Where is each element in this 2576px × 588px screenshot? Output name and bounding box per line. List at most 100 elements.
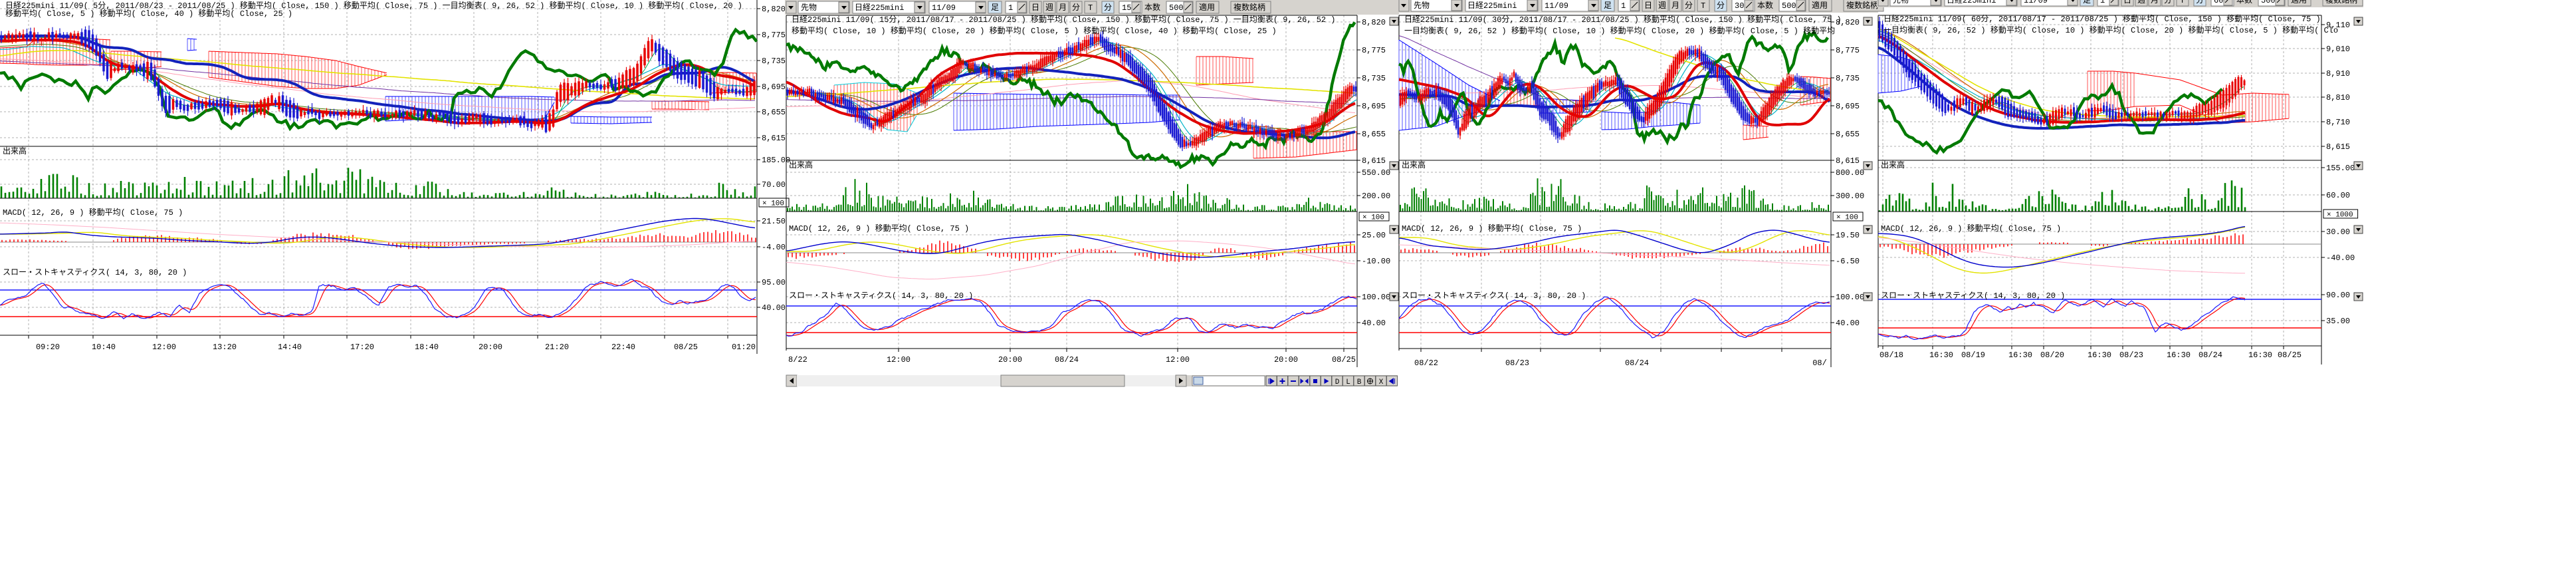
svg-text:8,615: 8,615 bbox=[762, 134, 786, 143]
svg-text:-40.00: -40.00 bbox=[2326, 253, 2355, 263]
svg-text:分: 分 bbox=[1104, 3, 1112, 13]
svg-text:先物: 先物 bbox=[801, 3, 817, 13]
svg-text:08/23: 08/23 bbox=[1505, 359, 1529, 368]
svg-text:日経225mini 11/09( 30分, 2011/08/: 日経225mini 11/09( 30分, 2011/08/17 - 2011/… bbox=[1404, 15, 1842, 25]
svg-text:本数: 本数 bbox=[1757, 0, 1773, 11]
svg-text:分: 分 bbox=[1717, 1, 1725, 11]
svg-text:13:20: 13:20 bbox=[213, 343, 237, 352]
svg-text:移動平均( Close, 5 ) 移動平均( Close: 移動平均( Close, 5 ) 移動平均( Close, 40 ) 移動平均(… bbox=[5, 9, 292, 19]
svg-text:500: 500 bbox=[1169, 3, 1184, 13]
svg-text:1: 1 bbox=[1621, 1, 1626, 11]
svg-text:16:30: 16:30 bbox=[2088, 351, 2111, 360]
svg-text:足: 足 bbox=[2083, 0, 2091, 5]
svg-text:9,010: 9,010 bbox=[2326, 45, 2350, 54]
svg-text:日: 日 bbox=[1031, 3, 1039, 13]
svg-text:-6.50: -6.50 bbox=[1836, 257, 1860, 266]
svg-text:08/25: 08/25 bbox=[1332, 355, 1356, 365]
svg-text:200.00: 200.00 bbox=[1362, 192, 1390, 201]
svg-text:90.00: 90.00 bbox=[2326, 291, 2350, 300]
svg-text:185.00: 185.00 bbox=[762, 156, 790, 165]
svg-text:足: 足 bbox=[1604, 1, 1612, 11]
svg-text:MACD( 12, 26, 9 ) 移動平均( Clos: MACD( 12, 26, 9 ) 移動平均( Close, 75 ) bbox=[1881, 223, 2061, 233]
svg-text:X: X bbox=[1379, 378, 1384, 386]
svg-text:8,695: 8,695 bbox=[762, 82, 786, 92]
svg-text:月: 月 bbox=[1059, 3, 1067, 13]
svg-text:日: 日 bbox=[2123, 0, 2131, 5]
svg-text:月: 月 bbox=[1671, 1, 1679, 11]
svg-text:08/19: 08/19 bbox=[1961, 351, 1985, 360]
svg-text:出来高: 出来高 bbox=[3, 146, 27, 156]
svg-text:08/24: 08/24 bbox=[1625, 359, 1649, 368]
svg-text:月: 月 bbox=[2151, 0, 2159, 5]
svg-text:08/22: 08/22 bbox=[1414, 359, 1438, 368]
svg-text:8,820: 8,820 bbox=[762, 5, 786, 14]
svg-text:11/09: 11/09 bbox=[1545, 1, 1568, 11]
svg-text:× 100: × 100 bbox=[1362, 214, 1384, 222]
svg-text:スロー・ストキャスティクス( 14, 3, 80, 20 ): スロー・ストキャスティクス( 14, 3, 80, 20 ) bbox=[789, 291, 973, 301]
svg-text:09:20: 09:20 bbox=[36, 343, 60, 352]
svg-text:出来高: 出来高 bbox=[1881, 160, 1905, 170]
svg-text:週: 週 bbox=[1658, 1, 1666, 11]
svg-text:一目均衡表( 9, 26, 52 ) 移動平均( Clo: 一目均衡表( 9, 26, 52 ) 移動平均( Close, 10 ) 移動平… bbox=[1404, 26, 1835, 36]
svg-text:適用: 適用 bbox=[1812, 0, 1828, 11]
svg-text:スロー・ストキャスティクス( 14, 3, 80, 20 ): スロー・ストキャスティクス( 14, 3, 80, 20 ) bbox=[3, 267, 187, 277]
svg-text:分: 分 bbox=[1685, 1, 1693, 11]
svg-text:日経225mini 11/09( 5分, 2011/08/2: 日経225mini 11/09( 5分, 2011/08/23 - 2011/0… bbox=[5, 1, 742, 11]
svg-text:08/: 08/ bbox=[1812, 359, 1827, 368]
svg-text:8,820: 8,820 bbox=[1836, 18, 1860, 27]
svg-text:MACD( 12, 26, 9 ) 移動平均( Clos: MACD( 12, 26, 9 ) 移動平均( Close, 75 ) bbox=[1402, 223, 1582, 233]
svg-text:本数: 本数 bbox=[1144, 2, 1160, 13]
svg-text:11/09: 11/09 bbox=[2024, 0, 2048, 5]
svg-text:週: 週 bbox=[1045, 3, 1053, 13]
svg-text:B: B bbox=[1357, 378, 1362, 386]
svg-text:8,655: 8,655 bbox=[762, 108, 786, 117]
svg-text:30: 30 bbox=[1735, 1, 1744, 11]
svg-text:08/25: 08/25 bbox=[674, 343, 698, 352]
svg-text:12:00: 12:00 bbox=[887, 355, 911, 365]
svg-text:8,695: 8,695 bbox=[1362, 102, 1386, 111]
svg-text:8,615: 8,615 bbox=[1362, 156, 1386, 166]
svg-text:適用: 適用 bbox=[1199, 2, 1215, 13]
svg-text:8,655: 8,655 bbox=[1362, 130, 1386, 139]
svg-text:分: 分 bbox=[2196, 0, 2204, 5]
svg-text:T: T bbox=[1701, 1, 1705, 11]
svg-text:複数銘柄: 複数銘柄 bbox=[2325, 0, 2357, 5]
svg-text:30.00: 30.00 bbox=[2326, 227, 2350, 237]
svg-text:先物: 先物 bbox=[1414, 1, 1430, 11]
svg-text:日経225mini 11/09( 60分, 2011/08/: 日経225mini 11/09( 60分, 2011/08/17 - 2011/… bbox=[1883, 14, 2321, 24]
svg-text:500: 500 bbox=[2261, 0, 2276, 5]
svg-text:15: 15 bbox=[1122, 3, 1131, 13]
svg-text:60.00: 60.00 bbox=[2326, 191, 2350, 200]
svg-text:-4.00: -4.00 bbox=[762, 243, 786, 252]
svg-text:12:00: 12:00 bbox=[152, 343, 176, 352]
svg-text:適用: 適用 bbox=[2291, 0, 2307, 5]
svg-text:95.00: 95.00 bbox=[762, 278, 786, 287]
svg-text:08/24: 08/24 bbox=[2199, 351, 2222, 360]
svg-text:8,710: 8,710 bbox=[2326, 118, 2350, 127]
svg-text:14:40: 14:40 bbox=[278, 343, 302, 352]
svg-text:スロー・ストキャスティクス( 14, 3, 80, 20 ): スロー・ストキャスティクス( 14, 3, 80, 20 ) bbox=[1402, 291, 1586, 301]
svg-text:出来高: 出来高 bbox=[1402, 160, 1426, 170]
svg-text:移動平均( Close, 10 ) 移動平均( Clos: 移動平均( Close, 10 ) 移動平均( Close, 20 ) 移動平均… bbox=[792, 26, 1277, 36]
svg-text:20:00: 20:00 bbox=[998, 355, 1022, 365]
svg-text:100.00: 100.00 bbox=[1362, 293, 1390, 302]
svg-text:8,735: 8,735 bbox=[1362, 74, 1386, 83]
svg-text:155.00: 155.00 bbox=[2326, 164, 2355, 173]
svg-text:25.00: 25.00 bbox=[1362, 231, 1386, 240]
svg-text:40.00: 40.00 bbox=[1362, 319, 1386, 328]
svg-text:日: 日 bbox=[1644, 1, 1652, 11]
svg-text:8,775: 8,775 bbox=[1362, 46, 1386, 55]
svg-text:1: 1 bbox=[2100, 0, 2105, 5]
svg-text:08/23: 08/23 bbox=[2119, 351, 2143, 360]
svg-text:08/20: 08/20 bbox=[2040, 351, 2064, 360]
svg-text:100.00: 100.00 bbox=[1836, 293, 1864, 302]
svg-text:先物: 先物 bbox=[1893, 0, 1909, 5]
svg-text:× 100: × 100 bbox=[1836, 214, 1858, 222]
svg-text:19.50: 19.50 bbox=[1836, 231, 1860, 240]
svg-text:8,735: 8,735 bbox=[762, 57, 786, 66]
svg-text:8,655: 8,655 bbox=[1836, 130, 1860, 139]
svg-text:9,110: 9,110 bbox=[2326, 21, 2350, 30]
svg-text:17:20: 17:20 bbox=[350, 343, 374, 352]
svg-text:-10.00: -10.00 bbox=[1362, 257, 1390, 266]
svg-text:550.00: 550.00 bbox=[1362, 168, 1390, 178]
